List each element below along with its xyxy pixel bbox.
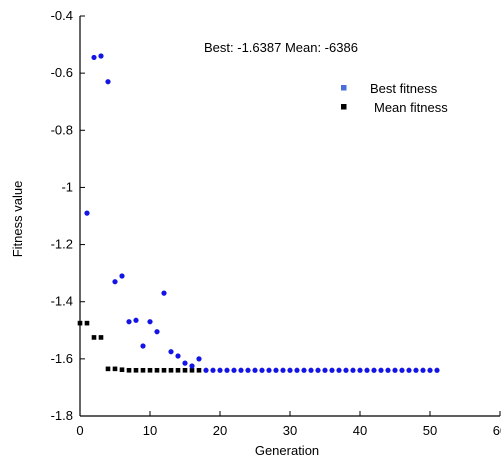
- best-fitness-point: [413, 367, 419, 373]
- best-fitness-point: [210, 367, 216, 373]
- mean-fitness-point: [189, 367, 195, 373]
- best-fitness-point: [378, 367, 384, 373]
- best-fitness-point: [392, 367, 398, 373]
- x-tick-label: 0: [76, 423, 83, 438]
- mean-fitness-point: [105, 366, 111, 372]
- best-fitness-point: [140, 343, 146, 349]
- y-tick-label: -1: [61, 179, 73, 194]
- mean-fitness-point: [196, 367, 202, 373]
- best-fitness-point: [315, 367, 321, 373]
- best-fitness-point: [280, 367, 286, 373]
- y-tick-label: -1.6: [51, 351, 73, 366]
- best-fitness-point: [147, 319, 153, 325]
- best-fitness-point: [231, 367, 237, 373]
- best-fitness-point: [98, 53, 104, 59]
- legend-label: Best fitness: [370, 81, 438, 96]
- best-fitness-point: [329, 367, 335, 373]
- legend-marker: [341, 85, 347, 91]
- mean-fitness-point: [140, 367, 146, 373]
- mean-fitness-point: [175, 367, 181, 373]
- best-fitness-point: [371, 367, 377, 373]
- best-fitness-point: [126, 319, 132, 325]
- best-fitness-point: [308, 367, 314, 373]
- best-fitness-point: [273, 367, 279, 373]
- best-fitness-point: [364, 367, 370, 373]
- best-fitness-point: [133, 317, 139, 323]
- mean-fitness-point: [91, 335, 97, 340]
- data-points: [77, 53, 440, 373]
- best-fitness-point: [105, 79, 111, 85]
- stats-annotation: Best: -1.6387 Mean: -6386: [204, 40, 358, 55]
- y-tick-label: -0.4: [51, 8, 73, 23]
- mean-fitness-point: [133, 367, 139, 373]
- best-fitness-point: [91, 54, 97, 61]
- best-fitness-point: [427, 367, 433, 373]
- legend: Best fitness Mean fitness: [341, 81, 448, 115]
- best-fitness-point: [203, 367, 209, 373]
- mean-fitness-point: [161, 367, 167, 373]
- mean-fitness-point: [147, 367, 153, 373]
- x-axis-label: Generation: [255, 443, 319, 458]
- best-fitness-point: [420, 367, 426, 373]
- best-fitness-point: [84, 210, 90, 216]
- y-tick-label: -0.8: [51, 122, 73, 137]
- x-tick-label: 40: [353, 423, 367, 438]
- mean-fitness-point: [182, 367, 188, 373]
- best-fitness-point: [112, 279, 118, 285]
- best-fitness-point: [189, 363, 195, 369]
- best-fitness-point: [434, 367, 440, 373]
- mean-fitness-point: [168, 367, 174, 373]
- best-fitness-point: [406, 367, 412, 373]
- best-fitness-point: [168, 349, 174, 355]
- best-fitness-point: [259, 367, 265, 373]
- best-fitness-point: [245, 367, 251, 373]
- best-fitness-point: [224, 367, 230, 373]
- best-fitness-point: [301, 367, 307, 373]
- best-fitness-point: [287, 367, 293, 373]
- mean-fitness-point: [98, 335, 104, 340]
- best-fitness-point: [266, 367, 272, 373]
- mean-fitness-point: [126, 367, 132, 373]
- best-fitness-point: [399, 367, 405, 373]
- mean-fitness-point: [84, 320, 90, 326]
- best-fitness-point: [343, 367, 349, 373]
- best-fitness-point: [175, 353, 181, 359]
- legend-marker: [341, 104, 347, 110]
- best-fitness-point: [119, 273, 125, 279]
- best-fitness-point: [350, 367, 356, 373]
- best-fitness-point: [322, 367, 328, 373]
- mean-fitness-point: [77, 320, 83, 326]
- mean-fitness-point: [119, 367, 125, 373]
- best-fitness-point: [385, 367, 391, 373]
- y-tick-label: -1.2: [51, 237, 73, 252]
- best-fitness-point: [196, 356, 202, 362]
- best-fitness-point: [238, 367, 244, 373]
- best-fitness-point: [357, 367, 363, 373]
- best-fitness-point: [182, 360, 188, 366]
- mean-fitness-point: [154, 367, 160, 373]
- y-tick-label: -1.4: [51, 294, 73, 309]
- y-axis-label: Fitness value: [10, 181, 25, 258]
- best-fitness-point: [294, 367, 300, 373]
- best-fitness-point: [217, 367, 223, 373]
- best-fitness-point: [154, 329, 160, 335]
- best-fitness-point: [336, 367, 342, 373]
- x-tick-label: 60: [493, 423, 501, 438]
- x-tick-label: 30: [283, 423, 297, 438]
- y-tick-label: -1.8: [51, 408, 73, 423]
- legend-label: Mean fitness: [374, 100, 448, 115]
- x-tick-label: 10: [143, 423, 157, 438]
- best-fitness-point: [161, 290, 167, 296]
- x-tick-label: 20: [213, 423, 227, 438]
- best-fitness-point: [252, 367, 258, 373]
- axes: [79, 16, 500, 417]
- x-tick-label: 50: [423, 423, 437, 438]
- ticks: 0 10 20 30 40 50 60 -1.8 -1.6 -1.4 -1.2 -1 -0.8 -0.6 -…: [51, 8, 501, 438]
- mean-fitness-point: [112, 366, 118, 372]
- y-tick-label: -0.6: [51, 65, 73, 80]
